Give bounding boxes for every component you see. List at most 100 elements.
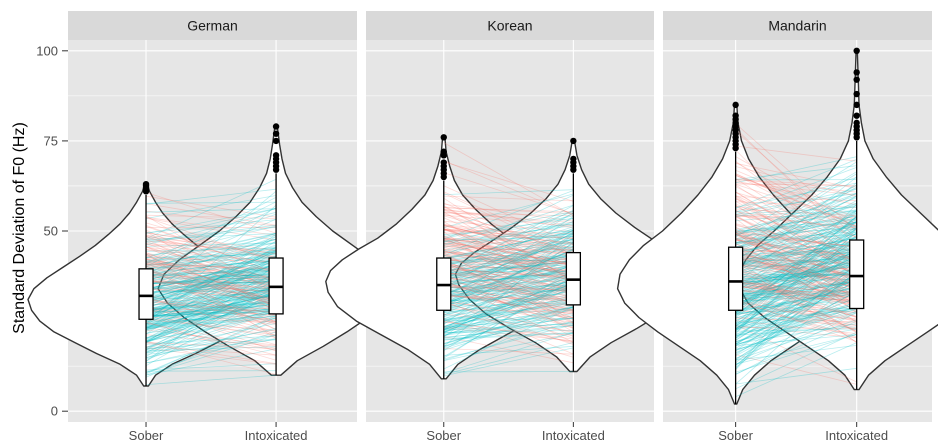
paired-line [735,230,857,248]
paired-line [145,249,277,263]
paired-line [443,217,574,275]
paired-line [443,270,574,273]
paired-line [735,255,857,314]
paired-line [145,302,277,330]
paired-line [443,283,574,296]
paired-line [443,286,574,291]
paired-line [735,206,857,215]
paired-line [145,226,277,273]
paired-line [443,279,574,343]
paired-line [735,256,857,307]
paired-line [735,282,857,300]
paired-line [735,244,857,338]
paired-line [146,309,277,316]
paired-line [145,317,277,360]
paired-line [735,271,857,284]
paired-line [145,301,277,317]
paired-line [735,231,857,253]
paired-line [145,317,277,329]
paired-line [443,237,574,282]
paired-line [735,202,857,258]
paired-line [443,287,574,320]
paired-line [735,253,857,296]
x-tick-label: Intoxicated [825,428,888,442]
paired-line [145,293,277,325]
paired-line [146,242,277,247]
paired-line [735,287,857,316]
paired-line [735,211,857,234]
paired-line [145,265,277,289]
paired-line [145,258,277,314]
paired-line [735,305,857,320]
paired-line [443,320,574,343]
paired-line [735,228,857,259]
paired-line [443,282,574,337]
paired-line [735,160,857,252]
paired-line [735,229,857,309]
paired-line [735,230,857,282]
paired-line [146,276,277,283]
paired-line [735,264,857,293]
paired-line [735,256,857,325]
paired-line [145,225,277,274]
paired-line [735,239,857,315]
paired-line [735,247,857,259]
paired-line [735,273,857,276]
paired-line [735,225,857,254]
paired-line [145,310,277,325]
x-axis: Sober Intoxicated [129,422,308,442]
paired-line [145,246,277,308]
paired-line [735,211,857,246]
paired-line [145,201,277,267]
paired-line [145,253,277,287]
paired-line [145,234,277,269]
paired-line [735,275,857,335]
paired-line [735,166,857,197]
paired-line [735,288,857,317]
paired-line [443,306,574,345]
paired-line [735,174,857,227]
paired-line [443,211,574,223]
outlier-point [570,155,577,163]
paired-line [735,221,857,274]
paired-line [735,250,857,274]
paired-line [443,269,574,293]
paired-line [735,156,857,184]
paired-line [443,295,574,306]
paired-line [145,338,277,350]
paired-line [145,264,277,307]
paired-line [443,264,574,292]
paired-line [145,315,277,338]
paired-line [735,205,857,277]
paired-line [146,276,277,285]
paired-line [145,232,277,255]
paired-line [145,249,277,313]
paired-line [735,270,857,368]
paired-line [146,208,277,213]
paired-line [735,246,857,298]
y-tick-label: 0 [51,404,58,419]
paired-line [735,183,857,187]
paired-line [443,205,574,275]
paired-line [146,302,277,311]
paired-line [443,260,574,278]
paired-line [443,253,574,319]
paired-line [735,232,857,330]
paired-line [145,276,277,342]
paired-line [145,310,277,348]
paired-line [735,258,857,279]
paired-line [735,305,857,351]
paired-line [735,273,857,278]
paired-line [735,280,857,349]
paired-line [443,262,574,309]
paired-line [735,328,857,332]
paired-line [443,280,574,313]
paired-line [145,279,277,350]
paired-line [443,265,574,289]
paired-line [735,215,857,317]
paired-line [145,254,277,279]
paired-line [145,255,277,283]
paired-line [146,271,277,276]
paired-line [443,269,574,276]
paired-line [145,331,277,373]
